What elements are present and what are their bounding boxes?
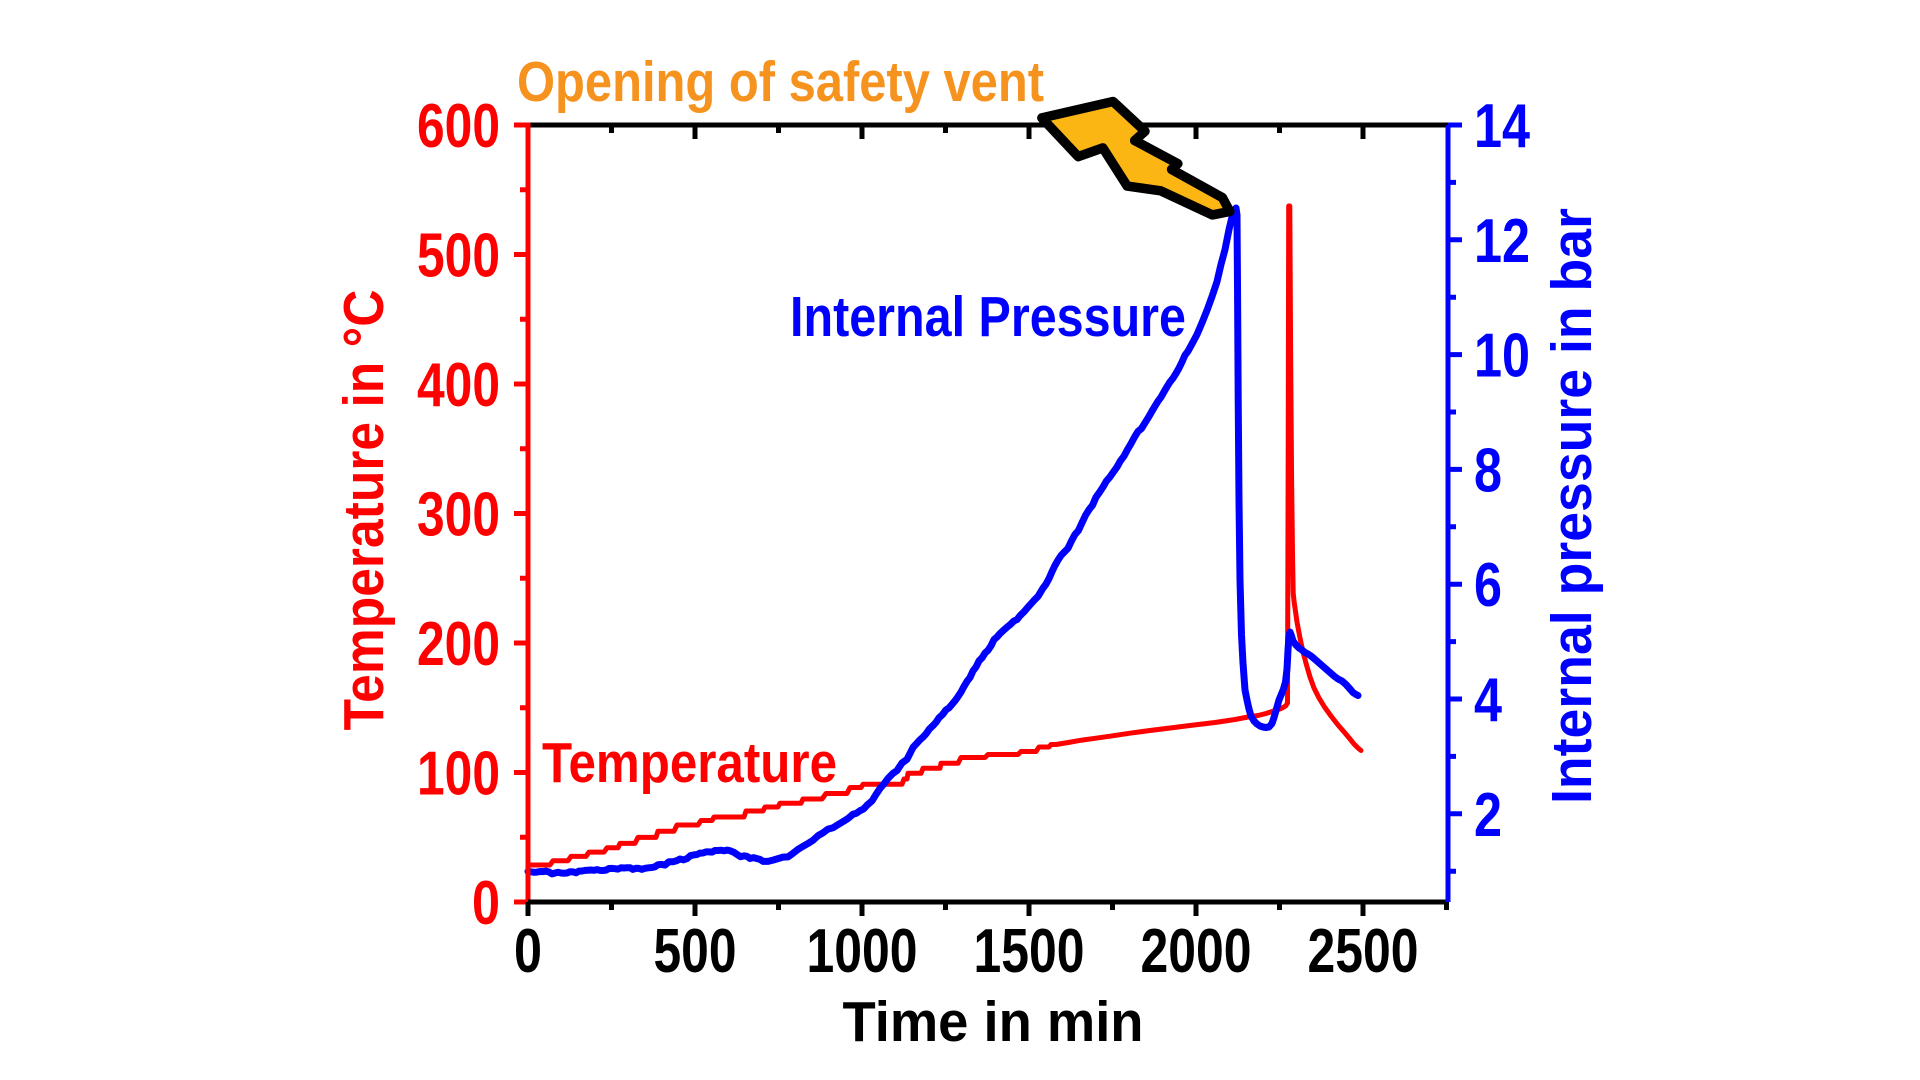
svg-text:1000: 1000 [807,917,918,986]
svg-text:Time in min: Time in min [843,990,1144,1054]
svg-text:500: 500 [654,917,737,986]
svg-text:Internal pressure in bar: Internal pressure in bar [1540,208,1604,804]
svg-text:6: 6 [1474,551,1502,620]
svg-text:2500: 2500 [1308,917,1419,986]
svg-text:4: 4 [1474,666,1502,735]
svg-text:2: 2 [1474,781,1502,850]
svg-text:10: 10 [1474,322,1530,391]
svg-text:14: 14 [1474,92,1530,161]
svg-text:200: 200 [417,610,500,679]
svg-text:400: 400 [417,351,500,420]
svg-text:0: 0 [472,869,500,938]
svg-text:100: 100 [417,740,500,809]
svg-text:Opening of safety vent: Opening of safety vent [517,50,1044,114]
svg-text:2000: 2000 [1141,917,1252,986]
svg-text:300: 300 [417,481,500,550]
svg-text:12: 12 [1474,207,1530,276]
svg-text:500: 500 [417,222,500,291]
svg-text:Temperature in °C: Temperature in °C [332,290,396,731]
svg-text:1500: 1500 [974,917,1085,986]
svg-text:8: 8 [1474,436,1502,505]
svg-text:Internal Pressure: Internal Pressure [790,285,1186,349]
svg-text:600: 600 [417,92,500,161]
svg-text:Temperature: Temperature [542,731,837,795]
svg-text:0: 0 [514,917,542,986]
